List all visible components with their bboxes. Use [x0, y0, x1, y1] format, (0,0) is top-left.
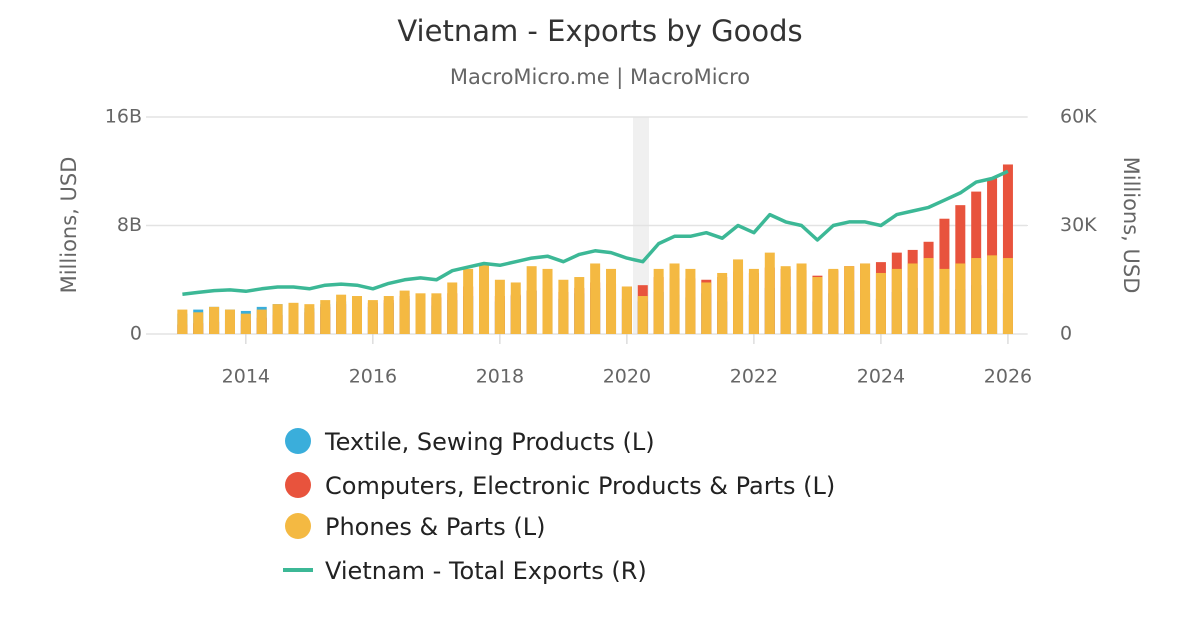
bar [860, 263, 871, 334]
bar [367, 300, 378, 334]
bar [447, 282, 458, 334]
bar [1002, 258, 1013, 334]
bar [320, 300, 331, 334]
bar [209, 306, 220, 334]
bar [748, 268, 759, 334]
bar [288, 302, 299, 334]
bar [891, 268, 902, 334]
bar [224, 309, 235, 334]
legend-label: Vietnam - Total Exports (R) [325, 557, 647, 585]
bar [526, 266, 537, 334]
bar [383, 296, 394, 334]
legend-swatch [285, 428, 311, 454]
chart-subtitle: MacroMicro.me | MacroMicro [450, 65, 750, 90]
bar [463, 268, 474, 334]
bar [336, 294, 347, 334]
bar [193, 312, 204, 334]
bar [494, 279, 505, 334]
x-tick-label: 2016 [349, 366, 397, 388]
bar [733, 259, 744, 334]
bar [304, 304, 315, 334]
bar [955, 263, 966, 334]
bar [177, 309, 188, 334]
bar [923, 258, 934, 334]
x-tick-label: 2022 [730, 366, 778, 388]
y-tick-label: 8B [117, 214, 142, 236]
y2-axis-title: Millions, USD [1119, 157, 1143, 294]
legend-swatch [285, 472, 311, 498]
bar [780, 266, 791, 334]
bar [987, 255, 998, 334]
bar [606, 268, 617, 334]
bar [875, 272, 886, 334]
bar [256, 309, 267, 334]
x-tick-label: 2014 [222, 366, 270, 388]
x-tick-label: 2026 [984, 366, 1032, 388]
bar [415, 293, 426, 334]
bar [574, 277, 585, 334]
chart-title: Vietnam - Exports by Goods [397, 14, 802, 48]
bar [669, 263, 680, 334]
legend-label: Computers, Electronic Products & Parts (… [325, 472, 835, 500]
bar [796, 263, 807, 334]
bar [479, 263, 490, 334]
legend-swatch [285, 513, 311, 539]
bar [240, 313, 251, 334]
bar [510, 282, 521, 334]
bar [542, 268, 553, 334]
legend-label: Textile, Sewing Products (L) [324, 428, 655, 456]
bar [637, 296, 648, 334]
legend-label: Phones & Parts (L) [325, 513, 545, 541]
bar [717, 272, 728, 334]
bar [558, 279, 569, 334]
bar [764, 252, 775, 334]
bar [939, 268, 950, 334]
bar [621, 286, 632, 334]
line [182, 169, 1009, 296]
bar [701, 282, 712, 334]
y2-tick-label: 30K [1060, 214, 1097, 236]
bar [971, 258, 982, 334]
bar [1002, 164, 1013, 334]
bar [351, 296, 362, 334]
bar [844, 266, 855, 334]
bar [812, 277, 823, 334]
bar [907, 263, 918, 334]
bar [828, 268, 839, 334]
y-tick-label: 0 [130, 323, 142, 345]
bar [399, 290, 410, 334]
y2-tick-label: 60K [1060, 106, 1097, 128]
y-axis-title: Millions, USD [57, 157, 81, 294]
bar [590, 263, 601, 334]
x-tick-label: 2020 [603, 366, 651, 388]
x-tick-label: 2018 [476, 366, 524, 388]
y-tick-label: 16B [105, 106, 142, 128]
x-tick-label: 2024 [857, 366, 905, 388]
bar [272, 304, 283, 334]
bar [431, 293, 442, 334]
bar [653, 268, 664, 334]
y2-tick-label: 0 [1060, 323, 1072, 345]
bar [685, 268, 696, 334]
